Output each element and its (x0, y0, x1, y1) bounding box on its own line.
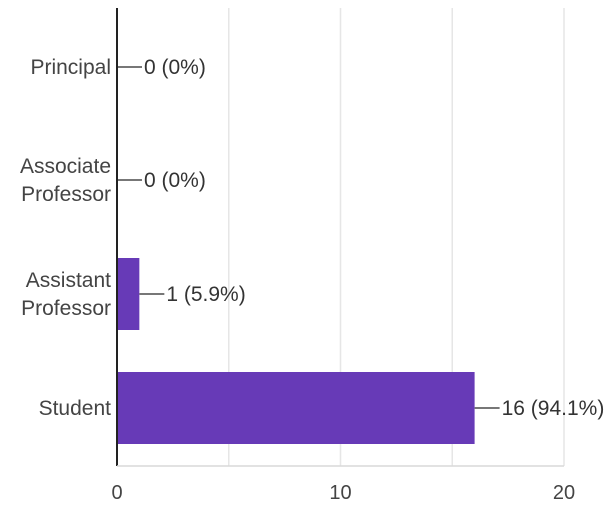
axes (116, 8, 564, 467)
data-label: 0 (0%) (144, 169, 206, 192)
bar (117, 258, 140, 330)
bars (117, 258, 475, 444)
leader-lines (117, 66, 500, 409)
category-label: Assistant Professor (21, 269, 111, 320)
category-label: Principal (30, 56, 111, 79)
data-label: 1 (5.9%) (166, 283, 245, 306)
bar (117, 372, 475, 444)
x-tick-label: 10 (329, 482, 351, 504)
labels: 0 (0%) Principal 0 (0%) Associate Professor 1… (20, 56, 604, 504)
category-label: Associate Professor (20, 155, 111, 206)
data-label: 16 (94.1%) (502, 397, 605, 420)
x-tick-label: 0 (111, 482, 122, 504)
data-label: 0 (0%) (144, 56, 206, 79)
x-tick-label: 20 (553, 482, 575, 504)
category-label: Student (39, 397, 112, 420)
